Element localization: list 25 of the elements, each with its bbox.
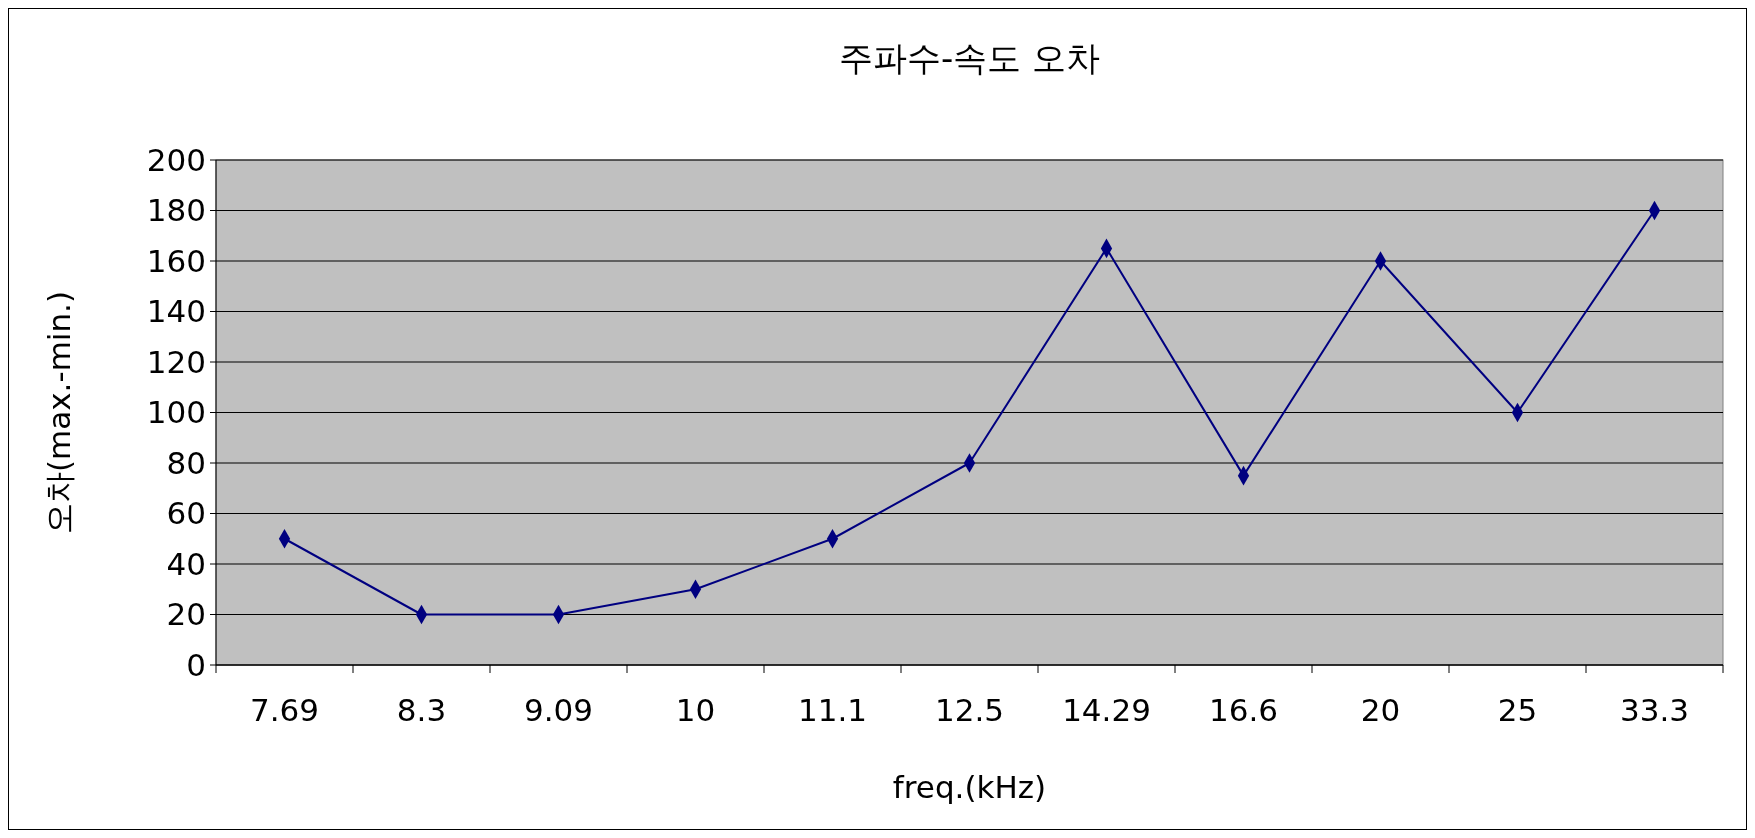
- y-tick-label: 180: [146, 192, 206, 229]
- x-tick-label: 14.29: [1062, 692, 1151, 728]
- y-tick-label: 80: [166, 444, 206, 481]
- y-tick-label: 160: [146, 242, 206, 279]
- x-tick-label: 16.6: [1208, 692, 1279, 728]
- x-tick-label: 9.09: [523, 692, 594, 728]
- y-tick-label: 40: [166, 545, 206, 582]
- x-tick-label: 12.5: [934, 692, 1005, 728]
- y-tick-label: 60: [166, 495, 206, 532]
- x-tick-label: 20: [1360, 692, 1401, 728]
- y-tick-label: 0: [186, 646, 206, 683]
- y-tick-label: 100: [146, 394, 206, 431]
- x-tick-label: 11.1: [797, 692, 868, 728]
- x-tick-label: 8.3: [396, 692, 447, 728]
- x-tick-label: 25: [1497, 692, 1538, 728]
- y-axis-title: 오차(max.-min.): [41, 290, 77, 535]
- x-tick-label: 33.3: [1619, 692, 1690, 728]
- x-tick-label: 10: [675, 692, 716, 728]
- chart-title: 주파수-속도 오차: [838, 38, 1101, 78]
- y-tick-label: 140: [146, 293, 206, 330]
- x-tick-label: 7.69: [249, 692, 320, 728]
- y-tick-label: 20: [166, 596, 206, 633]
- y-tick-label: 200: [146, 141, 206, 178]
- x-axis-title: freq.(kHz): [892, 769, 1047, 805]
- y-tick-label: 120: [146, 343, 206, 380]
